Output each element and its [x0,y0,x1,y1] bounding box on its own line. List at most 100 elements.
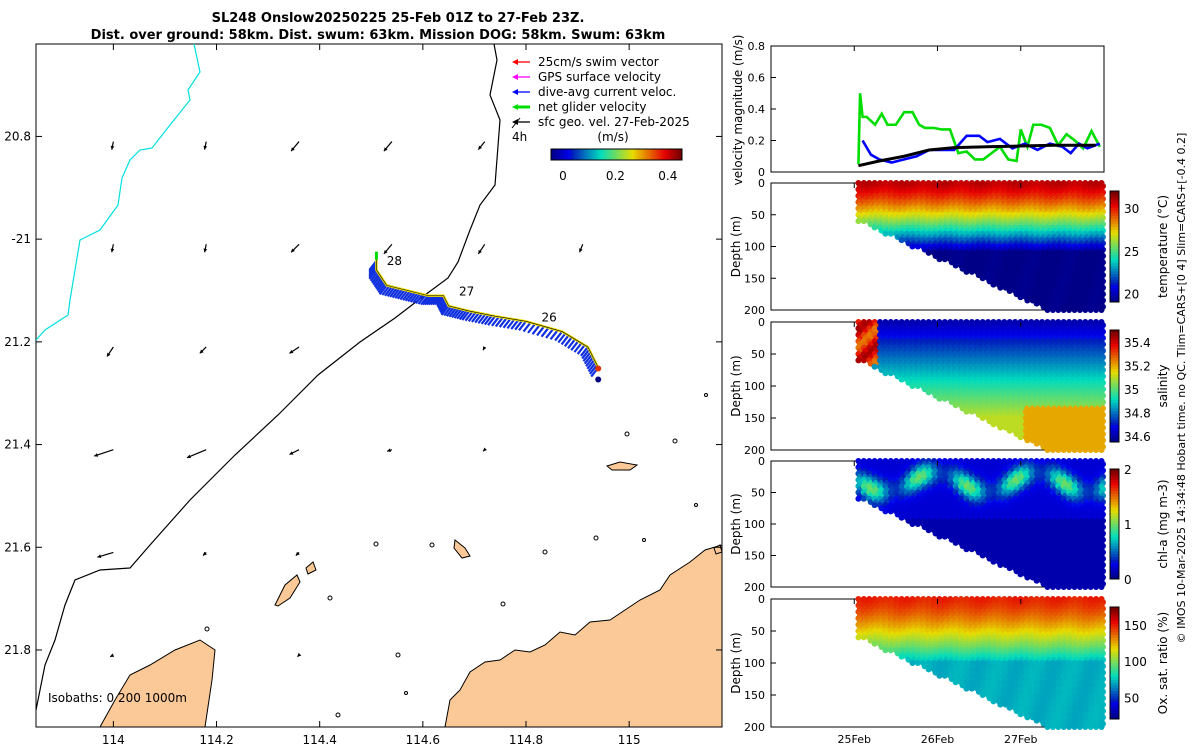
sample-dot [1066,307,1073,313]
dive-avg-current-arrow [464,311,474,322]
section-colorbar-cell [1110,232,1119,236]
cast-profile [855,319,863,364]
section-ytick-label: 50 [751,487,765,500]
sample-dot [855,495,862,502]
geo-vector-head [387,448,392,453]
sample-dot [1049,447,1056,453]
colorbar-cell [651,149,655,160]
legend-swatch-head [512,59,518,65]
sample-dot [871,502,878,509]
colorbar-cell [662,149,666,160]
section-colorbar-tick: 35.2 [1124,359,1151,373]
colorbar-cell [649,149,652,160]
dive-avg-current-arrow [467,311,477,322]
sample-dot [855,634,862,641]
colorbar-frame [550,148,683,161]
colorbar-cell [588,149,591,160]
colorbar-cell [612,149,615,160]
colorbar-cell [631,149,635,160]
dive-avg-current-arrow [412,293,422,304]
sample-dot [925,527,932,534]
section-colorbar-label: salinity [1156,364,1170,407]
cast-profile [1066,180,1074,313]
dive-avg-current-arrow [431,294,441,306]
sample-dot [925,249,932,256]
dive-avg-current-arrow [438,300,447,311]
cast-profile [1093,180,1101,313]
sample-dot [1044,447,1051,453]
sample-dot [1066,447,1073,453]
map-xtick-label: 114.6 [406,733,440,747]
dive-avg-current-arrow [483,314,493,326]
sample-dot [1044,307,1051,313]
colorbar-cell [575,149,578,160]
section-colorbar-cell [1110,224,1119,228]
sample-dot [936,533,943,540]
colorbar-cell [677,149,681,160]
section-colorbar-cell [1110,207,1119,211]
colorbar-cell [673,149,676,160]
section-ylabel: Depth (m) [729,216,743,277]
sample-dot [1076,307,1083,313]
sample-dot [1093,584,1100,590]
colorbar-tick-label: 0.2 [606,169,625,183]
cast-profile [1098,319,1107,453]
colorbar-cell [570,149,574,160]
geo-vector-head [97,554,102,559]
sample-dot [898,653,905,660]
sample-dot [1082,584,1089,590]
section-colorbar-cell [1110,293,1119,297]
legend-label: sfc geo. vel. 27-Feb-2025 [538,115,690,129]
section-colorbar-cell [1110,204,1119,209]
sample-dot [1006,427,1013,434]
section-ytick-label: 200 [744,304,765,317]
colorbar-cell [644,149,648,160]
colorbar-cell [601,149,604,160]
sample-dot [914,383,921,389]
geo-vector-head [289,349,294,354]
glider-track [368,251,602,383]
dive-avg-current-arrow [502,318,512,329]
dive-avg-current-arrow [585,356,594,367]
sample-dot [963,408,970,415]
map-xtick-label: 114 [102,733,125,747]
velocity-series-line [861,134,1101,164]
sample-dot [1049,584,1056,590]
sample-dot [898,237,905,244]
island-3 [605,461,639,471]
section-colorbar-cell [1110,279,1119,284]
sample-dot [882,230,889,237]
section-colorbar-cell [1110,218,1119,223]
colorbar-cell [653,149,657,160]
cast-profile [931,180,939,260]
island-4 [305,561,317,575]
deploy-point [595,365,602,372]
section-colorbar-cell [1110,274,1119,278]
colorbar-cell [559,149,563,160]
colorbar-cell [603,149,607,160]
section-ytick-label: 50 [751,209,765,222]
sample-dot [963,268,970,275]
velocity-frame [770,45,1105,173]
dive-avg-current-arrow [576,344,586,355]
section-colorbar-cell [1110,213,1119,217]
legend-label: net glider velocity [538,100,646,114]
sample-dot [979,552,986,559]
dive-avg-current-arrow [448,307,458,318]
sample-dot [1098,584,1105,590]
sample-dot [979,275,986,282]
map-xtick-label: 115 [618,733,641,747]
sample-dot [909,243,916,250]
section-colorbar-cell [1110,229,1119,234]
cast-profile [1028,180,1036,304]
legend-swatch-head [512,119,518,125]
colorbar-cell [566,149,569,160]
section-colorbar-tick: 25 [1124,245,1139,259]
dive-avg-current-arrow [438,301,448,312]
colorbar-cell [616,149,620,160]
dive-avg-current-arrow [581,348,591,360]
dive-avg-current-arrow [494,316,504,328]
